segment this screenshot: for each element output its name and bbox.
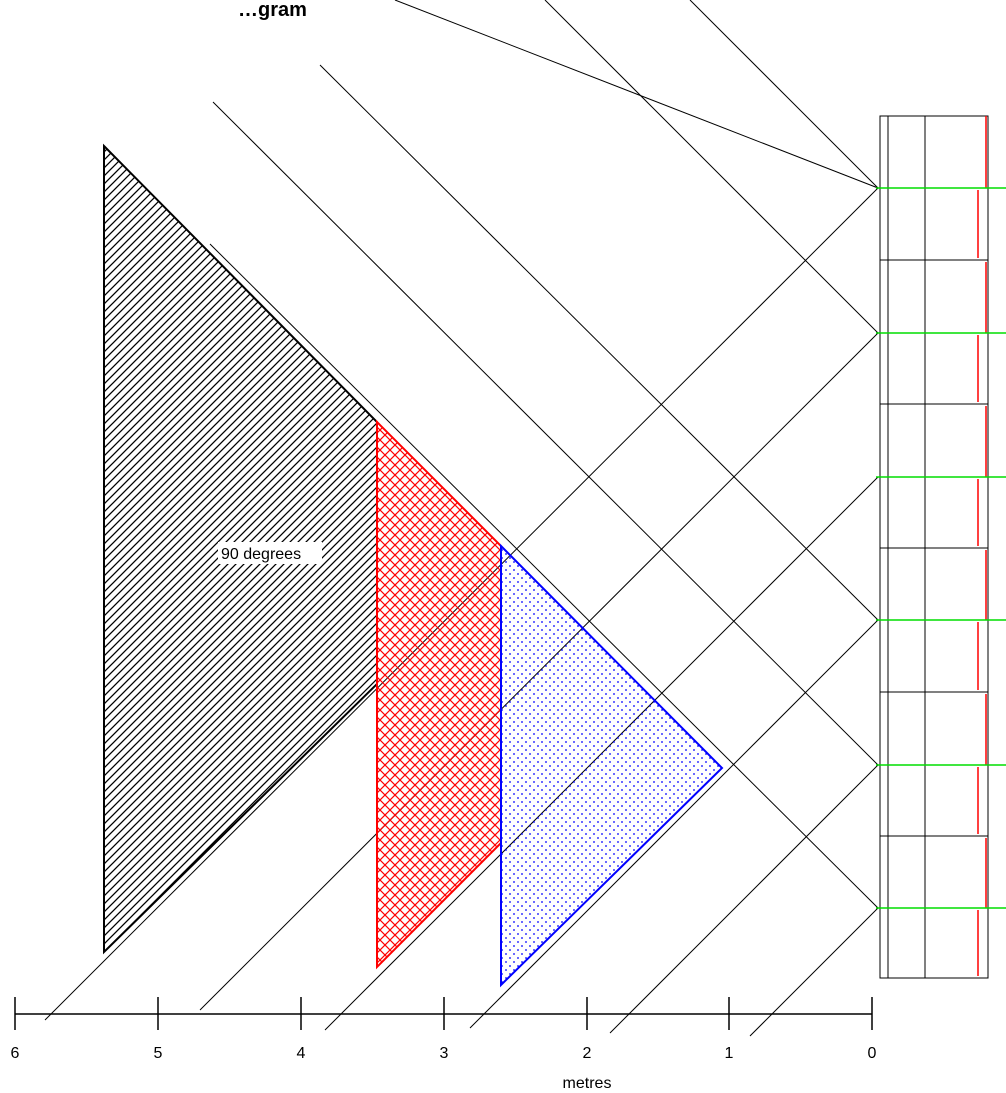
- side-strip: [876, 115, 1006, 979]
- ray-line: [689, 0, 879, 189]
- ray-line: [749, 907, 879, 1037]
- ray-line: [212, 101, 879, 766]
- region-blue: [500, 543, 724, 988]
- axis-tick-label: 3: [440, 1045, 449, 1062]
- ray-line: [609, 764, 879, 1034]
- diagram-title: …gram: [238, 0, 307, 21]
- ray-line: [319, 64, 879, 621]
- axis-tick-label: 4: [297, 1045, 306, 1062]
- metres-axis: 6 5 4 3 2 1 0 metres: [11, 997, 877, 1092]
- region-red: [376, 419, 502, 970]
- annotation-background: [218, 542, 322, 564]
- axis-tick-label: 1: [725, 1045, 734, 1062]
- ray-line: [394, 0, 879, 189]
- ray-line: [469, 619, 879, 1029]
- ray-line: [544, 0, 879, 334]
- axis-tick-label: 2: [583, 1045, 592, 1062]
- strip-green-levels: [876, 187, 1006, 909]
- axis-tick-label: 0: [868, 1045, 877, 1062]
- annotation-label: 90 degrees: [221, 546, 301, 563]
- axis-tick-label: 5: [154, 1045, 163, 1062]
- strip-row-lines: [880, 259, 988, 837]
- axis-label: metres: [563, 1075, 612, 1092]
- strip-red-marks: [977, 116, 987, 976]
- ray-line: [209, 243, 879, 909]
- axis-tick-label: 6: [11, 1045, 20, 1062]
- strip-frame: [879, 115, 989, 979]
